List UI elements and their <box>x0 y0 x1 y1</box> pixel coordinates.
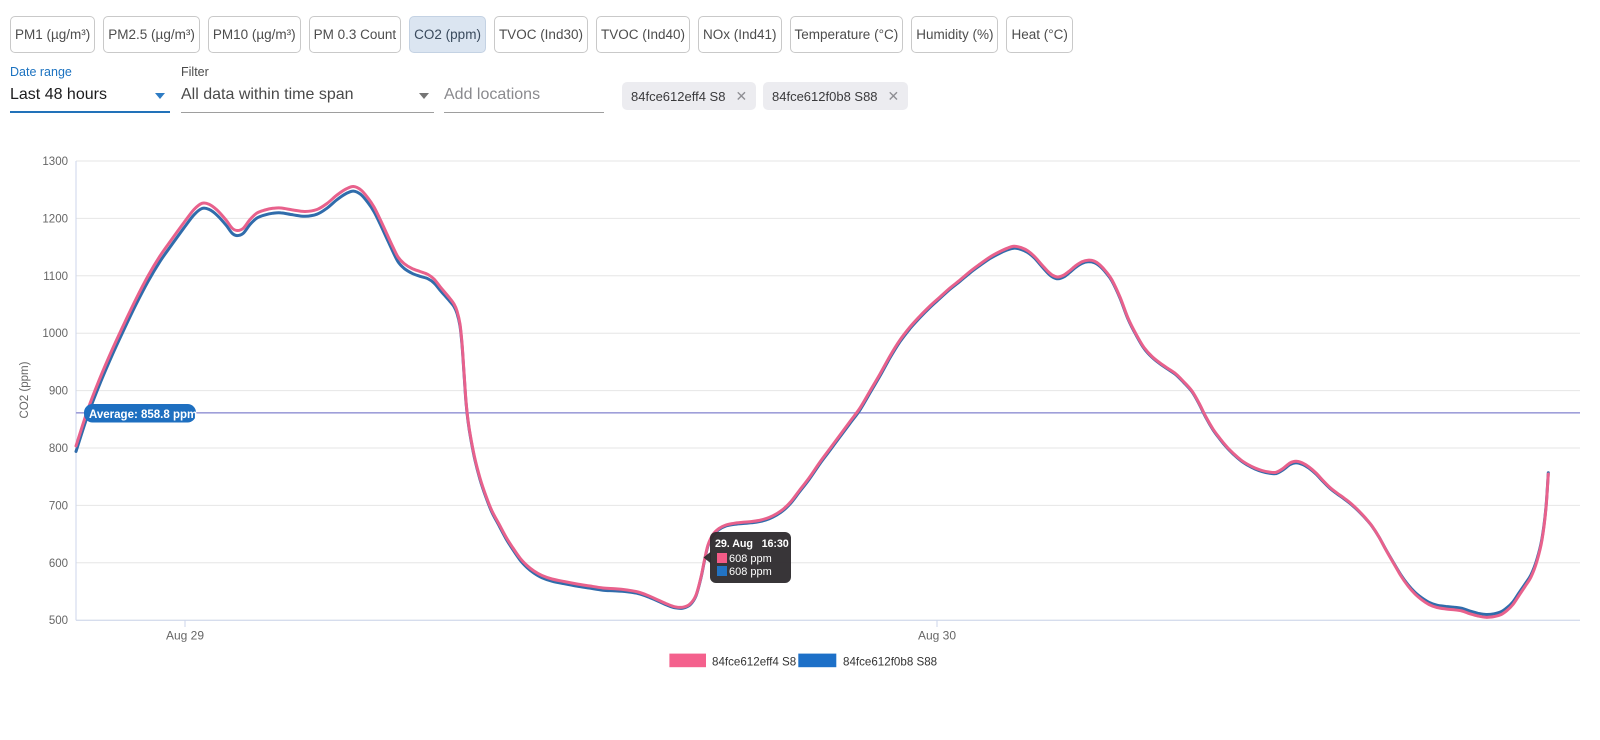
svg-text:1200: 1200 <box>42 213 68 225</box>
svg-text:800: 800 <box>49 443 68 455</box>
svg-text:608 ppm: 608 ppm <box>729 566 772 578</box>
svg-text:1100: 1100 <box>43 271 68 283</box>
svg-text:Aug 29: Aug 29 <box>166 629 204 643</box>
svg-text:700: 700 <box>49 500 68 512</box>
svg-text:Aug 30: Aug 30 <box>918 629 956 643</box>
svg-text:900: 900 <box>49 386 68 398</box>
svg-text:84fce612f0b8 S88: 84fce612f0b8 S88 <box>843 656 937 669</box>
svg-text:1300: 1300 <box>42 156 68 168</box>
svg-text:CO2 (ppm): CO2 (ppm) <box>19 361 31 418</box>
svg-text:608 ppm: 608 ppm <box>729 553 772 565</box>
svg-text:1000: 1000 <box>42 328 68 340</box>
svg-text:84fce612eff4 S8: 84fce612eff4 S8 <box>712 656 796 669</box>
svg-text:29. Aug 16:30: 29. Aug 16:30 <box>715 538 789 550</box>
svg-text:Average: 858.8 ppm: Average: 858.8 ppm <box>89 409 197 421</box>
svg-text:500: 500 <box>49 615 68 627</box>
svg-text:600: 600 <box>49 558 68 570</box>
